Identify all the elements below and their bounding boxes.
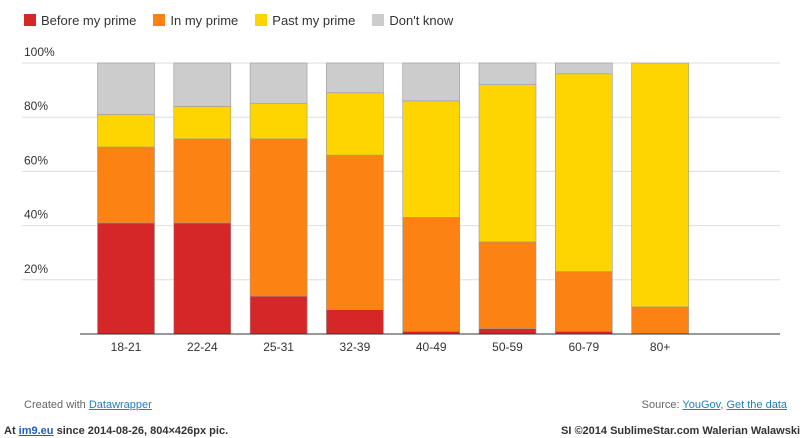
watermark-left: At im9.eu since 2014-08-26, 804×426px pi… bbox=[4, 425, 228, 437]
y-tick-label-40: 40% bbox=[24, 208, 48, 222]
bar-50-59-past-my-prime bbox=[478, 84, 537, 243]
bar-40-49-don-t-know bbox=[402, 62, 461, 102]
x-tick-label-80+: 80+ bbox=[650, 340, 670, 354]
bar-18-21-past-my-prime bbox=[97, 114, 155, 148]
source-separator: , bbox=[720, 399, 724, 411]
bar-22-24-don-t-know bbox=[173, 62, 232, 107]
footer-credit: Created with Datawrapper bbox=[24, 399, 152, 411]
created-with-label: Created with bbox=[24, 399, 86, 411]
chart-legend: Before my prime In my prime Past my prim… bbox=[24, 11, 470, 29]
bar-25-31-before-my-prime bbox=[249, 295, 308, 335]
x-tick-label-18-21: 18-21 bbox=[111, 340, 142, 354]
bar-32-39-don-t-know bbox=[326, 62, 384, 94]
stacked-bar-chart: 20% 40% 60% 80% 100% 18-21 22-24 25-31 32-39 40-4… bbox=[22, 45, 780, 354]
legend-item-past-my-prime: Past my prime bbox=[255, 13, 355, 28]
get-the-data-link[interactable]: Get the data bbox=[726, 399, 787, 411]
source-label: Source: bbox=[641, 399, 680, 411]
y-tick-label-100: 100% bbox=[24, 45, 55, 59]
legend-item-before-my-prime: Before my prime bbox=[24, 13, 136, 28]
x-tick-label-25-31: 25-31 bbox=[263, 340, 294, 354]
yougov-link[interactable]: YouGov bbox=[682, 399, 721, 411]
legend-swatch-past-my-prime bbox=[255, 14, 268, 26]
bar-60-79-don-t-know bbox=[554, 62, 613, 75]
legend-label-past-my-prime: Past my prime bbox=[272, 12, 356, 28]
bar-80+-in-my-prime bbox=[631, 306, 689, 335]
bar-18-21-don-t-know bbox=[97, 62, 155, 115]
bar-60-79-in-my-prime bbox=[554, 271, 613, 332]
bar-40-49-in-my-prime bbox=[402, 217, 461, 332]
bar-22-24-in-my-prime bbox=[173, 138, 232, 224]
bar-18-21-before-my-prime bbox=[97, 222, 155, 335]
legend-swatch-dont-know bbox=[372, 14, 385, 26]
x-tick-label-40-49: 40-49 bbox=[416, 340, 447, 354]
watermark-site-link[interactable]: im9.eu bbox=[18, 425, 54, 437]
watermark-prefix: At bbox=[4, 425, 16, 437]
y-tick-label-80: 80% bbox=[24, 99, 48, 113]
bar-32-39-past-my-prime bbox=[326, 92, 384, 156]
bars bbox=[97, 62, 689, 335]
bar-50-59-before-my-prime bbox=[478, 328, 537, 335]
legend-label-dont-know: Don't know bbox=[389, 12, 454, 28]
x-tick-label-32-39: 32-39 bbox=[340, 340, 371, 354]
legend-swatch-before-my-prime bbox=[24, 14, 36, 26]
legend-label-in-my-prime: In my prime bbox=[170, 12, 239, 28]
bar-60-79-past-my-prime bbox=[554, 73, 613, 272]
bar-22-24-before-my-prime bbox=[173, 222, 232, 335]
legend-item-in-my-prime: In my prime bbox=[153, 13, 238, 28]
watermark-right: SI ©2014 SublimeStar.com Walerian Walaws… bbox=[561, 425, 800, 437]
watermark-suffix: since 2014-08-26, 804×426px pic. bbox=[56, 425, 229, 437]
y-tick-label-20: 20% bbox=[24, 262, 48, 276]
bar-32-39-in-my-prime bbox=[326, 154, 384, 310]
bar-22-24-past-my-prime bbox=[173, 106, 232, 140]
bar-50-59-don-t-know bbox=[478, 62, 537, 86]
bar-18-21-in-my-prime bbox=[97, 146, 155, 224]
bar-25-31-past-my-prime bbox=[249, 103, 308, 140]
bar-50-59-in-my-prime bbox=[478, 241, 537, 329]
bar-25-31-in-my-prime bbox=[249, 138, 308, 297]
bar-80+-past-my-prime bbox=[631, 62, 689, 308]
footer-source: Source: YouGov, Get the data bbox=[642, 399, 787, 411]
y-tick-label-60: 60% bbox=[24, 153, 48, 167]
x-tick-label-50-59: 50-59 bbox=[492, 340, 523, 354]
bar-25-31-don-t-know bbox=[249, 62, 308, 105]
axis-labels: 20% 40% 60% 80% 100% 18-21 22-24 25-31 32-39 40-4… bbox=[24, 45, 670, 354]
legend-item-dont-know: Don't know bbox=[372, 13, 453, 28]
datawrapper-link[interactable]: Datawrapper bbox=[88, 399, 152, 411]
x-tick-label-60-79: 60-79 bbox=[568, 340, 599, 354]
watermark-bar: At im9.eu since 2014-08-26, 804×426px pi… bbox=[0, 424, 804, 438]
bar-40-49-past-my-prime bbox=[402, 100, 461, 218]
legend-label-before-my-prime: Before my prime bbox=[41, 12, 137, 28]
legend-swatch-in-my-prime bbox=[153, 14, 166, 26]
x-tick-label-22-24: 22-24 bbox=[187, 340, 218, 354]
bar-32-39-before-my-prime bbox=[326, 309, 384, 335]
